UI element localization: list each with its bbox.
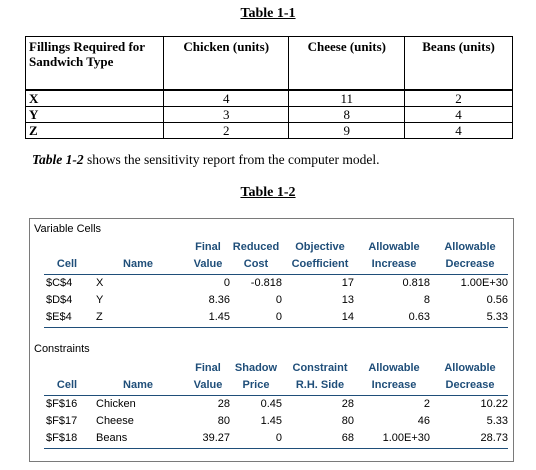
table-cell: 28: [217, 398, 230, 410]
table-cell: 17: [341, 277, 354, 289]
column-header: Name: [123, 258, 153, 270]
row-label: X: [25, 89, 164, 107]
table-cell: 2: [404, 89, 513, 107]
table-1-2-title: Table 1-2: [240, 185, 296, 200]
column-header: R.H. Side: [295, 379, 345, 391]
section-label: Constraints: [34, 343, 90, 355]
table-cell: 5.33: [486, 311, 508, 323]
bottom-rule: [44, 327, 508, 328]
table-cell: 14: [341, 311, 354, 323]
table-cell: 13: [341, 294, 354, 306]
table-cell: 39.27: [202, 432, 230, 444]
column-header: Fillings Required for Sandwich Type: [25, 36, 164, 91]
paragraph-text: shows the sensitivity report from the co…: [83, 152, 380, 167]
table-cell: 0.45: [260, 398, 282, 410]
header-rule: [44, 395, 508, 396]
cell-ref: $F$16: [46, 398, 78, 410]
table-cell: 8: [423, 294, 430, 306]
column-header: Value: [193, 258, 223, 270]
row-label: Y: [25, 106, 164, 123]
column-header: Allowable: [444, 241, 496, 253]
row-name: Cheese: [96, 415, 134, 427]
table-cell: 0.818: [402, 277, 430, 289]
row-label: Z: [25, 122, 164, 139]
table-cell: 80: [341, 415, 354, 427]
table-cell: 4: [404, 106, 513, 123]
table-cell: 11: [288, 89, 406, 107]
table-cell: 28: [341, 398, 354, 410]
row-name: Y: [96, 294, 104, 306]
table-cell: 0.63: [408, 311, 430, 323]
table-cell: 1.45: [208, 311, 230, 323]
table-cell: 0: [223, 277, 230, 289]
column-header: Beans (units): [404, 36, 513, 91]
table-cell: 9: [288, 122, 406, 139]
sensitivity-report: Variable Cells Cell Name Final Value Reduced C…: [29, 218, 514, 462]
row-name: X: [96, 277, 104, 289]
column-header: Final: [195, 241, 221, 253]
table-row: Z 2 9 4: [25, 122, 513, 139]
header-rule: [44, 274, 508, 275]
column-header: Constraint: [292, 362, 348, 374]
table-cell: 5.33: [486, 415, 508, 427]
column-header: Allowable: [444, 362, 496, 374]
table-cell: 4: [404, 122, 513, 139]
table-reference: Table 1-2: [32, 152, 84, 167]
table-cell: 3: [162, 106, 290, 123]
table-cell: -0.818: [250, 277, 282, 289]
cell-ref: $E$4: [46, 311, 72, 323]
table-cell: 4: [162, 89, 290, 107]
table-cell: 28.73: [480, 432, 508, 444]
table-cell: 0: [275, 311, 282, 323]
column-header: Chicken (units): [162, 36, 290, 91]
column-header: Shadow: [234, 362, 278, 374]
column-header: Cell: [56, 379, 78, 391]
table-cell: 68: [341, 432, 354, 444]
table-row: X 4 11 2: [25, 89, 513, 107]
table-cell: 8.36: [208, 294, 230, 306]
column-header: Cheese (units): [288, 36, 406, 91]
bottom-rule: [44, 448, 508, 449]
column-header: Price: [242, 379, 270, 391]
table-cell: 2: [423, 398, 430, 410]
column-header: Final: [195, 362, 221, 374]
column-header: Increase: [371, 379, 417, 391]
table-cell: 80: [217, 415, 230, 427]
description-paragraph: Table 1-2 shows the sensitivity report f…: [32, 152, 379, 168]
column-header: Allowable: [368, 241, 420, 253]
cell-ref: $F$18: [46, 432, 78, 444]
row-name: Beans: [96, 432, 128, 444]
column-header: Cell: [56, 258, 78, 270]
fillings-table-header: Fillings Required for Sandwich Type Chic…: [25, 36, 513, 91]
column-header: Objective: [295, 241, 345, 253]
table-cell: 1.00E+30: [382, 432, 430, 444]
table-cell: 0: [275, 432, 282, 444]
table-row: Y 3 8 4: [25, 106, 513, 123]
table-cell: 0: [275, 294, 282, 306]
section-label: Variable Cells: [34, 223, 102, 235]
column-header: Allowable: [368, 362, 420, 374]
row-name: Z: [96, 311, 103, 323]
fillings-table: Fillings Required for Sandwich Type Chic…: [25, 36, 513, 139]
table-cell: 2: [162, 122, 290, 139]
column-header: Cost: [243, 258, 269, 270]
cell-ref: $F$17: [46, 415, 78, 427]
column-header: Reduced: [232, 241, 280, 253]
column-header: Decrease: [445, 258, 495, 270]
column-header: Increase: [371, 258, 417, 270]
column-header: Name: [123, 379, 153, 391]
table-cell: 46: [417, 415, 430, 427]
table-cell: 0.56: [486, 294, 508, 306]
column-header: Value: [193, 379, 223, 391]
column-header: Decrease: [445, 379, 495, 391]
column-header: Coefficient: [291, 258, 349, 270]
table-1-1-title: Table 1-1: [240, 6, 296, 21]
table-cell: 1.00E+30: [460, 277, 508, 289]
table-cell: 10.22: [480, 398, 508, 410]
cell-ref: $C$4: [46, 277, 73, 289]
cell-ref: $D$4: [46, 294, 73, 306]
table-cell: 1.45: [260, 415, 282, 427]
row-name: Chicken: [96, 398, 136, 410]
table-cell: 8: [288, 106, 406, 123]
